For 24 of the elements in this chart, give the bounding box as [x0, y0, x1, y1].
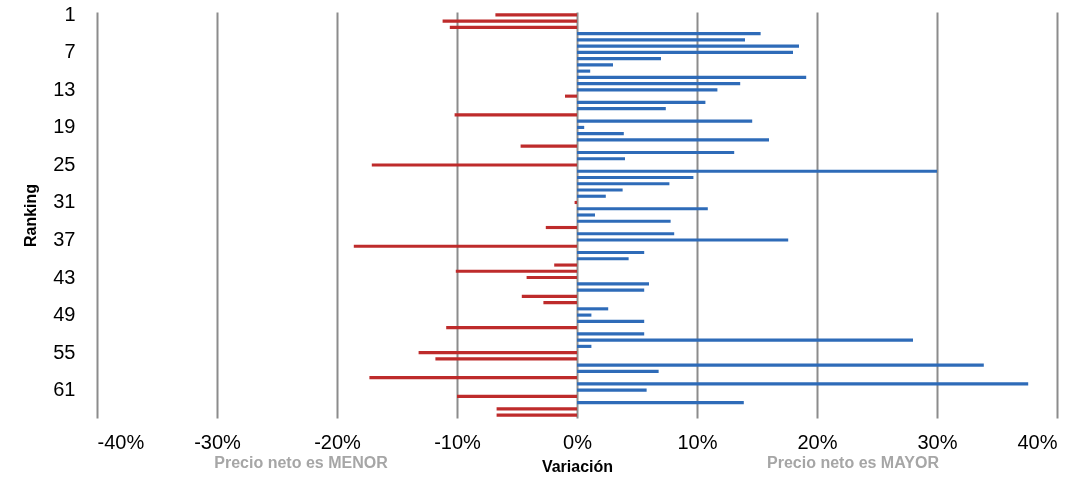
text: Precio neto es MENOR	[214, 454, 388, 472]
y-tick-label: 55	[53, 340, 76, 363]
y-tick-label: 49	[53, 303, 76, 326]
x-tick-label: 10%	[677, 430, 718, 453]
y-axis-title: Ranking	[22, 183, 40, 248]
y-tick-label: 37	[53, 228, 76, 251]
x-axis-title: Variación	[541, 457, 614, 475]
x-tick-label: 30%	[917, 430, 958, 453]
text: Precio neto es MAYOR	[767, 454, 939, 472]
y-tick-label: 43	[53, 265, 76, 288]
x-tick-label: -20%	[314, 430, 362, 453]
y-tick-label: 61	[53, 378, 76, 401]
x-tick-label: -10%	[434, 430, 482, 453]
y-tick-label: 19	[53, 115, 76, 138]
y-tick-label: 7	[64, 40, 76, 63]
y-tick-label: 31	[53, 190, 76, 213]
x-tick-label: 20%	[797, 430, 838, 453]
y-tick-label: 25	[53, 152, 76, 175]
y-tick-label: 13	[53, 77, 76, 100]
y-tick-label: 1	[64, 2, 76, 25]
x-tick-label: -40%	[97, 430, 145, 453]
x-tick-label: 40%	[1017, 430, 1058, 453]
x-tick-label: -30%	[194, 430, 242, 453]
x-tick-label: 0%	[563, 430, 593, 453]
